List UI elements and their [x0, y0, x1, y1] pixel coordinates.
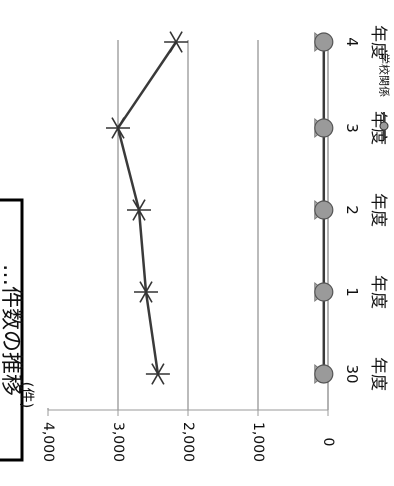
y-tick-label: 2,000: [180, 422, 196, 462]
y-tick-label: 4,000: [40, 422, 56, 462]
category-label-number: 3: [343, 123, 361, 133]
school-data-point: [315, 283, 333, 301]
grid-lines: [48, 40, 328, 410]
unit-label: (件): [18, 382, 36, 409]
school-data-point: [315, 33, 333, 51]
category-label-number: 2: [343, 205, 361, 215]
category-label-unit: 年度: [368, 275, 388, 309]
category-label-unit: 年度: [368, 357, 388, 391]
other-data-point: [164, 32, 188, 53]
series-line-other: [118, 42, 176, 374]
chart-title-box: …件数の推移: [0, 200, 23, 460]
y-tick-label: 0: [320, 438, 336, 447]
legend-marker-circle: [380, 122, 388, 130]
category-label-number: 30: [343, 364, 361, 383]
y-tick-label: 1,000: [250, 422, 266, 462]
series-layer: [106, 32, 333, 385]
y-tick-label: 3,000: [110, 422, 126, 462]
chart-title: …件数の推移: [0, 264, 23, 396]
legend-label: 学校関係: [378, 53, 392, 97]
school-data-point: [315, 119, 333, 137]
y-axis: 0 1,000 2,000 3,000 4,000: [40, 410, 336, 462]
category-label-number: 1: [343, 287, 361, 297]
category-label-number: 4: [343, 37, 361, 47]
school-data-point: [315, 201, 333, 219]
school-data-point: [315, 365, 333, 383]
category-label-unit: 年度: [368, 193, 388, 227]
